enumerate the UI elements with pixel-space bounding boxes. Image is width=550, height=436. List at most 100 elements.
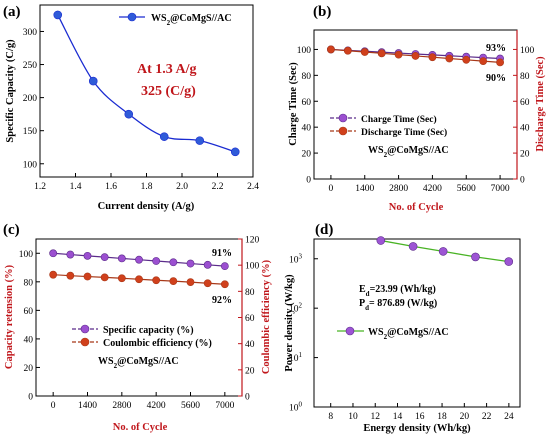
panel-b-legend-label-2: Discharge Time (Sec) bbox=[361, 127, 447, 138]
panel-b-y2-tick-label: 60 bbox=[520, 98, 530, 108]
panel-c-series-2-point bbox=[100, 273, 109, 282]
panel-b-series-2-point bbox=[343, 46, 352, 55]
panel-a-y-axis-title: Specific Capacity (C/g) bbox=[5, 39, 16, 143]
panel-c-y-tick-label: 20 bbox=[24, 364, 34, 374]
panel-d-annotation-ed: Ed=23.99 (Wh/kg) bbox=[359, 284, 436, 298]
panel-c-x-axis-title: No. of Cycle bbox=[113, 422, 168, 433]
panel-a-x-tick-label: 2.2 bbox=[212, 182, 224, 192]
panel-c-legend-marker-1 bbox=[80, 324, 90, 334]
panel-c-y2-tick-label: 40 bbox=[245, 340, 255, 350]
panel-c-y2-axis-title: Coulombic efficiency (%) bbox=[261, 259, 272, 374]
panel-c-letter: (c) bbox=[3, 222, 20, 238]
panel-c-series-2-point bbox=[49, 270, 58, 279]
panel-a-x-axis-title: Current density (A/g) bbox=[98, 201, 195, 212]
panel-c-series-1-point bbox=[152, 257, 161, 265]
panel-d-x-tick-label: 14 bbox=[393, 412, 403, 422]
panel-a-legend-label: WS2@CoMgS//AC bbox=[151, 13, 232, 27]
panel-a-y-tick-label: 200 bbox=[23, 94, 38, 104]
panel-b-x-tick-label: 7000 bbox=[491, 184, 510, 194]
panel-b-legend-marker-2 bbox=[338, 126, 348, 136]
panel-a-y-tick-label: 250 bbox=[23, 61, 38, 71]
panel-d-x-tick-label: 16 bbox=[415, 412, 425, 422]
panel-a-x-tick-label: 1.2 bbox=[34, 182, 46, 192]
panel-a-data-point bbox=[195, 136, 205, 145]
panel-d-x-tick-label: 12 bbox=[370, 412, 380, 422]
panel-a-letter: (a) bbox=[3, 4, 21, 20]
panel-b-x-tick-label: 5600 bbox=[457, 184, 476, 194]
panel-d-y-tick-exponent: 3 bbox=[299, 252, 303, 260]
panel-b-x-axis-title: No. of Cycle bbox=[389, 202, 444, 213]
panel-a-data-point bbox=[230, 147, 240, 157]
panel-b-y-tick-label: 80 bbox=[302, 72, 312, 82]
panel-b-series-2-point bbox=[377, 49, 386, 58]
panel-d-annotation-pd: Pd= 876.89 (W/kg) bbox=[359, 298, 437, 312]
panel-d-data-point bbox=[408, 242, 418, 251]
panel-c-series-1-point bbox=[203, 260, 212, 269]
panel-c-y2-tick-label: 100 bbox=[245, 262, 260, 272]
panel-b-series-2-point bbox=[394, 50, 403, 59]
panel-c-label-bottom: 92% bbox=[212, 295, 232, 306]
panel-c-series-2-point bbox=[83, 272, 92, 281]
panel-d-x-tick-label: 24 bbox=[504, 412, 514, 422]
panel-b-letter: (b) bbox=[313, 4, 331, 20]
panel-b-series-2-point bbox=[462, 55, 471, 64]
panel-b-material-label: WS2@CoMgS//AC bbox=[368, 145, 449, 159]
panel-b-series-2-point bbox=[360, 48, 369, 56]
panel-a-x-tick-label: 1.6 bbox=[105, 182, 117, 192]
panel-d-y-axis-title: Power density (W/kg) bbox=[284, 274, 295, 372]
panel-b-label-top: 93% bbox=[486, 43, 506, 54]
panel-c-legend-label-1: Specific capacity (%) bbox=[103, 325, 194, 336]
panel-b-y-axis-title: Charge Time (Sec) bbox=[288, 62, 299, 146]
panel-a-x-tick-label: 2.4 bbox=[247, 182, 259, 192]
panel-b-y2-tick-label: 20 bbox=[520, 150, 530, 160]
panel-c-x-tick-label: 5600 bbox=[181, 401, 200, 411]
panel-d-y-tick-label: 100 bbox=[289, 401, 303, 414]
panel-b-y2-tick-label: 40 bbox=[520, 124, 530, 134]
panel-c-y2-tick-label: 20 bbox=[245, 366, 255, 376]
panel-a-y-tick-label: 300 bbox=[23, 28, 38, 38]
panel-d-data-point bbox=[471, 252, 480, 262]
panel-b-y-tick-label: 40 bbox=[302, 124, 312, 134]
panel-d-data-point bbox=[376, 236, 386, 245]
panel-c-series-2-point bbox=[135, 275, 143, 284]
panel-a-annotation-line2: 325 (C/g) bbox=[141, 84, 196, 99]
panel-c-series-2-point bbox=[203, 279, 212, 288]
panel-d-x-tick-label: 10 bbox=[348, 412, 358, 422]
panel-c-series-2-point bbox=[220, 280, 229, 289]
panel-a-y-tick-label: 100 bbox=[23, 160, 38, 170]
panel-b-y2-tick-label: 0 bbox=[520, 176, 525, 186]
panel-d-y-tick-exponent: 2 bbox=[299, 302, 303, 310]
panel-c-x-tick-label: 2800 bbox=[112, 401, 131, 411]
panel-b-y-tick-label: 60 bbox=[302, 98, 312, 108]
panel-c-y-tick-label: 0 bbox=[28, 393, 33, 403]
panel-b-series-2-point bbox=[479, 57, 488, 65]
panel-d-legend: WS2@CoMgS//AC bbox=[337, 326, 449, 341]
panel-c-y-axis-title: Capacity retension (%) bbox=[4, 264, 15, 369]
panel-a-x-tick-label: 1.4 bbox=[70, 182, 82, 192]
panel-c-series-2-point bbox=[169, 277, 178, 286]
panel-c-legend: Specific capacity (%) Coulombic efficien… bbox=[72, 324, 212, 349]
panel-a: (a) 1.2 1.4 1.6 1.8 2.0 2.2 2.4 100 150 200 250 300… bbox=[3, 4, 259, 212]
panel-d-y-tick-label: 103 bbox=[289, 252, 303, 265]
panel-c-x-tick-label: 7000 bbox=[215, 401, 234, 411]
panel-a-y-tick-label: 150 bbox=[23, 127, 38, 137]
panel-c-x-tick-label: 1400 bbox=[78, 401, 97, 411]
panel-b: (b) 0 1400 2800 4200 5600 7000 0 20 40 60 80 100 0 20… bbox=[288, 4, 546, 213]
panel-a-legend-marker bbox=[127, 12, 137, 22]
panel-b-y-tick-label: 20 bbox=[302, 150, 312, 160]
panel-c-series-2-point bbox=[152, 276, 161, 285]
panel-a-data-point bbox=[88, 76, 98, 86]
panel-b-legend: Charge Time (Sec) Discharge Time (Sec) bbox=[330, 113, 447, 138]
panel-b-y-tick-label: 100 bbox=[297, 46, 312, 56]
panel-d-x-tick-label: 18 bbox=[437, 412, 447, 422]
panel-c-series-2-point bbox=[117, 274, 126, 283]
panel-c-y2-tick-label: 120 bbox=[245, 236, 260, 246]
panel-c-y-tick-label: 80 bbox=[24, 278, 34, 288]
panel-c-y-tick-label: 100 bbox=[19, 250, 34, 260]
panel-c-y2-tick-label: 80 bbox=[245, 288, 255, 298]
panel-a-annotation-line1: At 1.3 A/g bbox=[137, 62, 197, 77]
panel-c-series-1-point bbox=[117, 254, 126, 263]
panel-c-x-tick-label: 0 bbox=[51, 401, 56, 411]
panel-c-x-tick-label: 4200 bbox=[147, 401, 166, 411]
